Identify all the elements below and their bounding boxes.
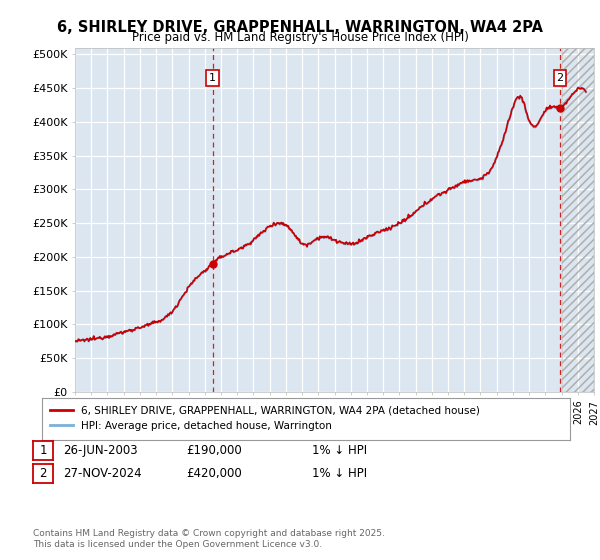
- Text: £190,000: £190,000: [186, 444, 242, 457]
- Text: 2: 2: [556, 73, 563, 83]
- Text: 26-JUN-2003: 26-JUN-2003: [63, 444, 137, 457]
- Text: 27-NOV-2024: 27-NOV-2024: [63, 466, 142, 480]
- Text: 1% ↓ HPI: 1% ↓ HPI: [312, 444, 367, 457]
- Bar: [562, 48, 594, 392]
- Legend: 6, SHIRLEY DRIVE, GRAPPENHALL, WARRINGTON, WA4 2PA (detached house), HPI: Averag: 6, SHIRLEY DRIVE, GRAPPENHALL, WARRINGTO…: [50, 406, 480, 431]
- Text: 2: 2: [40, 466, 47, 480]
- Text: 1% ↓ HPI: 1% ↓ HPI: [312, 466, 367, 480]
- Text: 6, SHIRLEY DRIVE, GRAPPENHALL, WARRINGTON, WA4 2PA: 6, SHIRLEY DRIVE, GRAPPENHALL, WARRINGTO…: [57, 20, 543, 35]
- Text: 1: 1: [209, 73, 216, 83]
- Text: £420,000: £420,000: [186, 466, 242, 480]
- Text: 1: 1: [40, 444, 47, 457]
- Text: Price paid vs. HM Land Registry's House Price Index (HPI): Price paid vs. HM Land Registry's House …: [131, 31, 469, 44]
- Text: Contains HM Land Registry data © Crown copyright and database right 2025.
This d: Contains HM Land Registry data © Crown c…: [33, 529, 385, 549]
